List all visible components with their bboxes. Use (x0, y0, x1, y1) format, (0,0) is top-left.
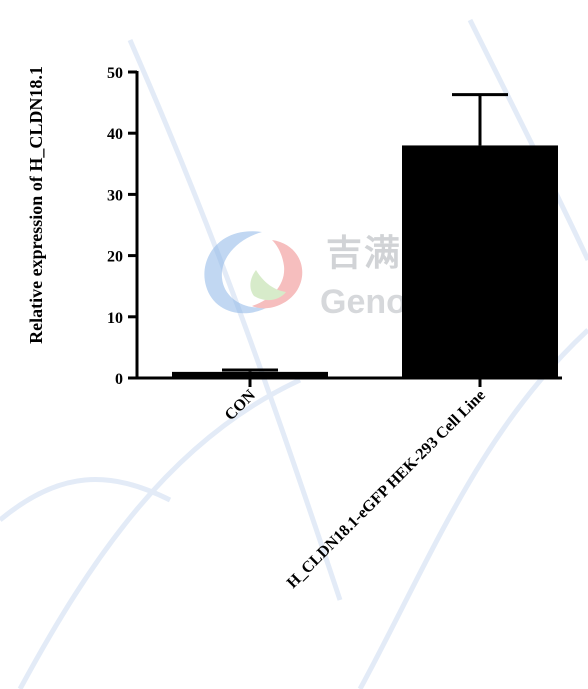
bar-1 (172, 371, 328, 378)
y-axis: 0 10 20 30 40 50 (107, 65, 139, 388)
x-category-label: H_CLDN18.1-eGFP HEK-293 Cell Line (284, 387, 489, 592)
y-tick-label: 30 (107, 187, 123, 204)
y-tick-label: 10 (107, 310, 123, 327)
genomeditech-logo-icon (204, 231, 303, 314)
y-tick-label: 0 (115, 371, 123, 388)
y-tick-label: 20 (107, 249, 123, 266)
x-axis: CON H_CLDN18.1-eGFP HEK-293 Cell Line (135, 376, 562, 592)
error-bar-2 (452, 93, 508, 146)
bar-2 (402, 145, 558, 378)
y-tick-label: 50 (107, 65, 123, 82)
y-axis-title: Relative expression of H_CLDN18.1 (26, 66, 46, 344)
error-bars-group (222, 93, 508, 372)
error-bar-1 (222, 368, 278, 372)
y-tick-label: 40 (107, 126, 123, 143)
bars-group (172, 145, 558, 378)
